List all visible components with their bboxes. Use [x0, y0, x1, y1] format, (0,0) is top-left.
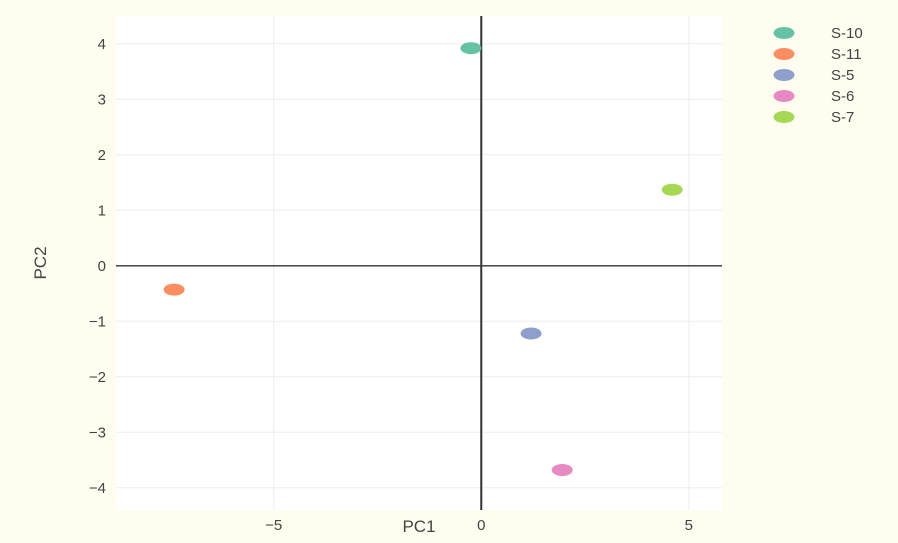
y-tick-label: −3	[89, 424, 106, 441]
y-axis-title: PC2	[31, 246, 50, 279]
zero-lines	[116, 16, 722, 510]
legend-marker[interactable]	[773, 27, 795, 39]
data-point[interactable]	[460, 42, 482, 55]
y-tick-label: 0	[98, 258, 106, 275]
y-tick-label: 1	[98, 202, 106, 219]
y-tick-label: 4	[98, 36, 106, 53]
legend-label[interactable]: S-10	[831, 25, 863, 42]
legend-label[interactable]: S-7	[831, 109, 854, 126]
y-tick-label: 3	[98, 91, 106, 108]
legend-marker[interactable]	[773, 111, 795, 123]
data-point[interactable]	[551, 464, 573, 477]
legend-label[interactable]: S-11	[831, 46, 862, 63]
x-tick-label: 5	[685, 517, 693, 534]
y-tick-label: −1	[89, 313, 106, 330]
legend-marker[interactable]	[773, 90, 795, 102]
x-tick-label: 0	[477, 517, 485, 534]
tick-labels: −5 0 5 −4 −3 −2 −1 0 1 2 3 4	[89, 36, 693, 534]
x-tick-label: −5	[265, 517, 282, 534]
y-tick-label: 2	[98, 147, 106, 164]
y-tick-label: −4	[89, 480, 106, 497]
legend-marker[interactable]	[773, 48, 795, 60]
y-tick-label: −2	[89, 369, 106, 386]
data-point[interactable]	[661, 183, 683, 196]
legend-label[interactable]: S-6	[831, 88, 854, 105]
legend: S-10 S-11 S-5 S-6 S-7	[773, 25, 863, 126]
legend-marker[interactable]	[773, 69, 795, 81]
legend-label[interactable]: S-5	[831, 67, 854, 84]
data-points	[163, 42, 683, 477]
grid-layer	[116, 16, 722, 510]
data-point[interactable]	[163, 283, 185, 296]
plot-area	[116, 16, 722, 510]
x-axis-title: PC1	[402, 517, 435, 536]
data-point[interactable]	[520, 327, 542, 340]
